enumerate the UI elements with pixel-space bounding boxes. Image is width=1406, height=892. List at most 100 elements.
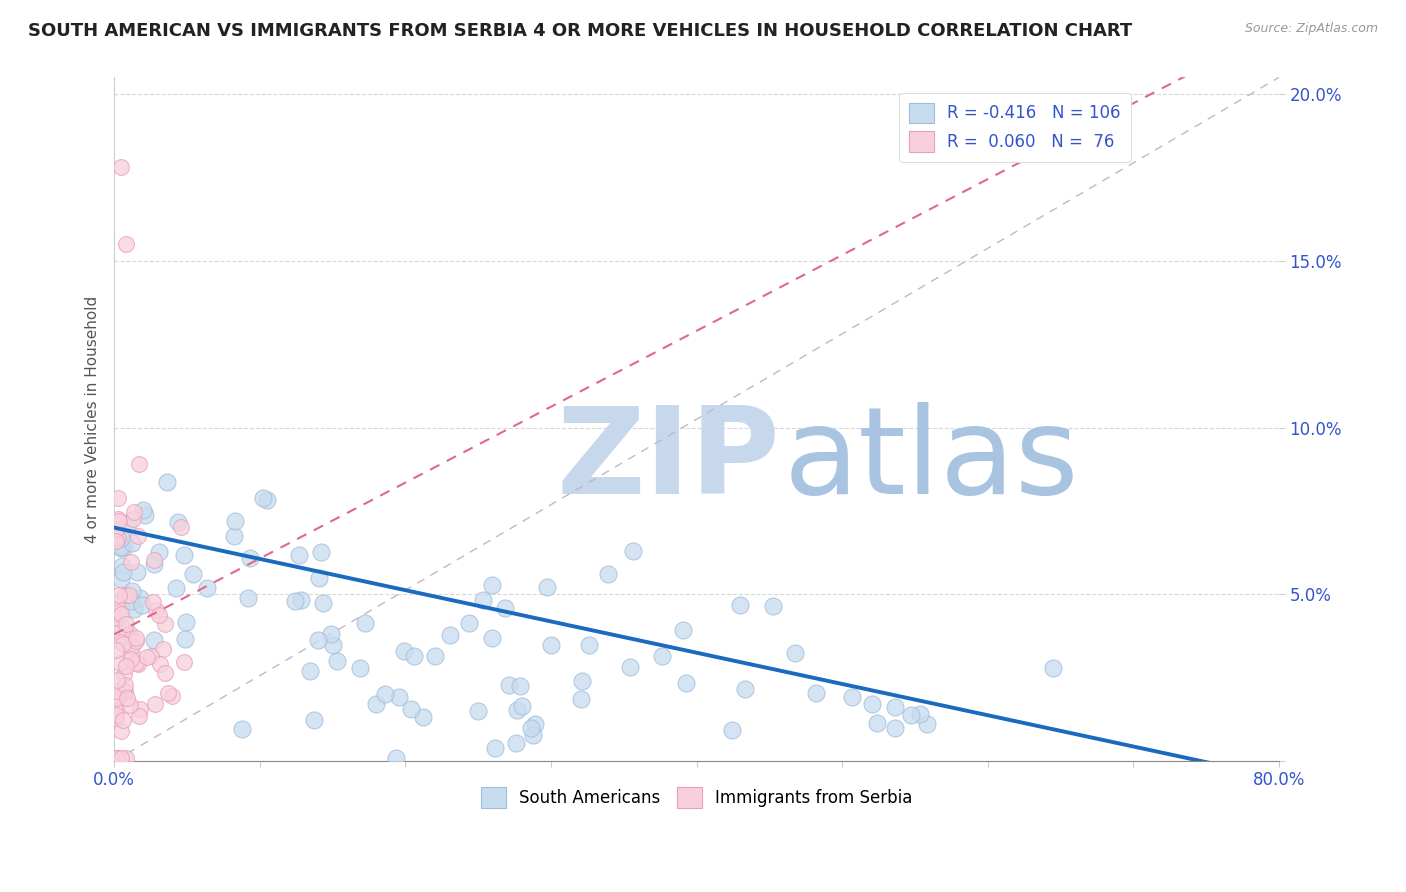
Point (107, 491, 129, 505)
Point (523, 717, 546, 731)
Point (299, 665, 322, 679)
Point (107, 625, 129, 640)
Point (110, 531, 132, 545)
Point (110, 161, 132, 175)
Point (111, 559, 134, 574)
Point (866, 715, 889, 730)
Point (117, 516, 139, 531)
Point (404, 649, 426, 664)
Point (121, 512, 143, 526)
Point (1042, 661, 1064, 675)
Point (720, 723, 742, 737)
Point (110, 541, 132, 555)
Point (804, 686, 827, 700)
Point (115, 691, 138, 706)
Point (388, 690, 411, 705)
Point (142, 552, 165, 566)
Point (308, 571, 330, 585)
Point (104, 750, 127, 764)
Point (505, 736, 527, 750)
Point (114, 617, 136, 632)
Point (374, 687, 396, 701)
Point (231, 723, 253, 737)
Point (107, 605, 129, 619)
Point (762, 599, 785, 614)
Point (173, 656, 195, 670)
Point (910, 706, 932, 721)
Point (118, 626, 141, 640)
Point (111, 636, 134, 650)
Point (114, 659, 136, 673)
Point (309, 545, 332, 559)
Point (319, 627, 342, 641)
Point (239, 551, 262, 566)
Point (107, 512, 129, 526)
Point (540, 638, 562, 652)
Point (104, 642, 127, 657)
Point (458, 616, 481, 631)
Point (125, 634, 148, 648)
Point (111, 565, 134, 579)
Point (114, 685, 136, 699)
Text: SOUTH AMERICAN VS IMMIGRANTS FROM SERBIA 4 OR MORE VEHICLES IN HOUSEHOLD CORRELA: SOUTH AMERICAN VS IMMIGRANTS FROM SERBIA… (28, 22, 1132, 40)
Point (120, 651, 142, 665)
Point (307, 633, 329, 648)
Point (105, 691, 128, 706)
Point (114, 237, 136, 252)
Point (728, 598, 751, 612)
Point (153, 666, 176, 681)
Point (110, 607, 132, 621)
Point (110, 724, 132, 739)
Point (110, 540, 132, 554)
Point (108, 514, 131, 528)
Point (148, 544, 170, 558)
Point (128, 457, 150, 471)
Point (105, 686, 128, 700)
Point (129, 591, 152, 605)
Point (127, 529, 149, 543)
Point (509, 679, 531, 693)
Point (132, 502, 155, 516)
Point (734, 681, 756, 696)
Point (412, 710, 434, 724)
Point (110, 572, 132, 586)
Point (107, 690, 129, 704)
Point (107, 531, 129, 545)
Point (672, 623, 695, 637)
Point (105, 595, 128, 609)
Point (174, 615, 197, 629)
Point (114, 684, 136, 698)
Point (675, 676, 697, 690)
Point (122, 505, 145, 519)
Point (134, 508, 156, 522)
Point (121, 536, 143, 550)
Point (142, 633, 165, 648)
Point (484, 740, 506, 755)
Point (107, 588, 129, 602)
Point (481, 632, 503, 646)
Point (569, 691, 592, 706)
Point (394, 644, 416, 658)
Point (439, 628, 461, 642)
Point (121, 648, 143, 662)
Point (143, 697, 166, 711)
Point (128, 709, 150, 723)
Point (471, 592, 494, 607)
Point (619, 660, 641, 674)
Legend: South Americans, Immigrants from Serbia: South Americans, Immigrants from Serbia (474, 780, 920, 814)
Point (104, 711, 127, 725)
Point (104, 750, 127, 764)
Point (136, 650, 159, 665)
Point (128, 702, 150, 716)
Point (536, 581, 558, 595)
Point (506, 703, 529, 717)
Point (125, 632, 148, 646)
Point (900, 707, 922, 722)
Point (120, 555, 142, 569)
Point (651, 648, 673, 663)
Point (481, 578, 503, 592)
Point (157, 686, 180, 700)
Point (399, 702, 422, 716)
Point (105, 673, 128, 687)
Point (860, 697, 883, 711)
